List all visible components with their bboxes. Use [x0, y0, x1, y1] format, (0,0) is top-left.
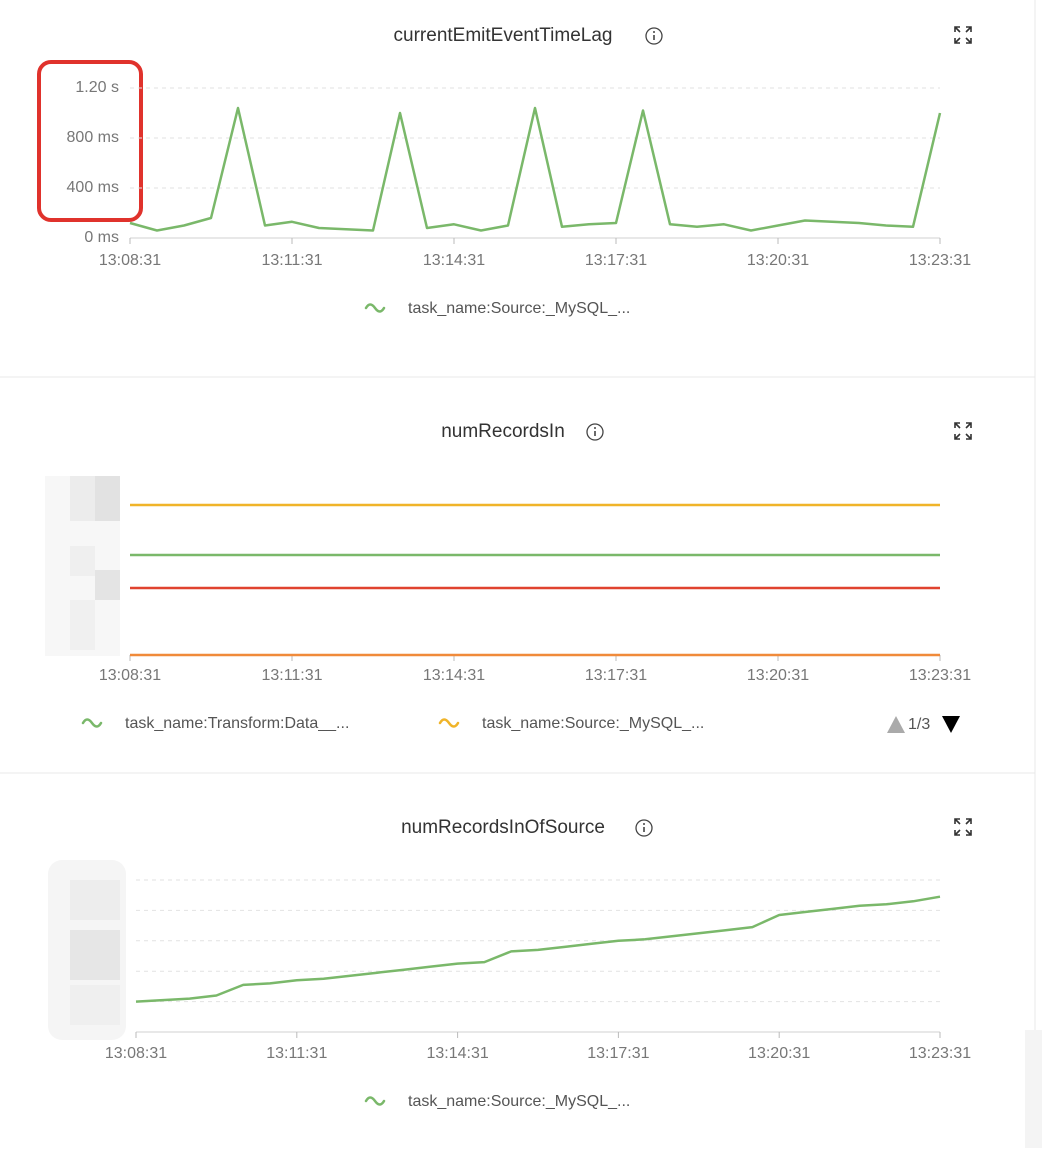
legend-icon	[364, 1096, 386, 1106]
x-tick-label: 13:23:31	[909, 252, 971, 269]
legend-icon	[364, 303, 386, 313]
info-icon	[594, 427, 596, 429]
pager-next	[942, 716, 960, 733]
info-icon	[635, 819, 653, 837]
expand-button[interactable]	[954, 818, 972, 836]
x-tick-label: 13:23:31	[909, 1045, 971, 1062]
x-tick-label: 13:11:31	[261, 667, 322, 684]
series-line	[135, 895, 941, 1003]
shadow	[1025, 1030, 1042, 1148]
info-icon	[586, 423, 604, 441]
x-tick-label: 13:20:31	[747, 667, 809, 684]
chart-title: numRecordsIn	[441, 421, 565, 442]
legend-page: 1/3	[908, 716, 930, 733]
x-tick-label: 13:14:31	[423, 667, 485, 684]
expand-button[interactable]	[954, 422, 972, 440]
x-tick-label: 13:08:31	[99, 252, 161, 269]
x-tick-label: 13:14:31	[426, 1045, 488, 1062]
x-tick-label: 13:17:31	[585, 252, 647, 269]
legend-label: task_name:Source:_MySQL_...	[408, 1093, 630, 1110]
y-tick-label: 400 ms	[67, 179, 119, 196]
x-tick-label: 13:20:31	[747, 252, 809, 269]
y-tick-label: 0 ms	[84, 229, 119, 246]
blurred-labels	[45, 476, 120, 656]
y-tick-label: 800 ms	[67, 129, 119, 146]
legend-icon	[438, 718, 460, 728]
x-tick-label: 13:14:31	[423, 252, 485, 269]
pager-prev	[887, 716, 905, 733]
legend-label: task_name:Source:_MySQL_...	[408, 300, 630, 317]
y-tick-label: 1.20 s	[75, 79, 119, 96]
highlight-box	[37, 60, 143, 222]
x-tick-label: 13:11:31	[266, 1045, 327, 1062]
x-tick-label: 13:08:31	[99, 667, 161, 684]
x-tick-label: 13:20:31	[748, 1045, 810, 1062]
blurred-labels	[48, 860, 126, 1040]
x-tick-label: 13:17:31	[585, 667, 647, 684]
info-icon	[643, 823, 645, 825]
x-tick-label: 13:08:31	[105, 1045, 167, 1062]
chart-title: numRecordsInOfSource	[401, 817, 605, 838]
legend-label: task_name:Source:_MySQL_...	[482, 715, 704, 732]
info-icon	[653, 31, 655, 33]
series-line	[129, 106, 942, 232]
x-tick-label: 13:17:31	[587, 1045, 649, 1062]
legend-label: task_name:Transform:Data__...	[125, 715, 349, 732]
info-icon	[645, 27, 663, 45]
expand-button[interactable]	[954, 26, 972, 44]
x-tick-label: 13:23:31	[909, 667, 971, 684]
legend-icon	[81, 718, 103, 728]
chart-title: currentEmitEventTimeLag	[394, 25, 613, 46]
x-tick-label: 13:11:31	[261, 252, 322, 269]
